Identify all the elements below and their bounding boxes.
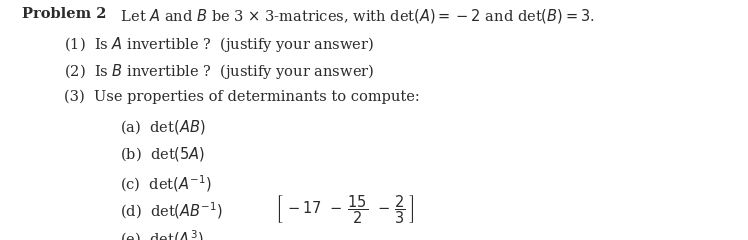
Text: (a)  det$(AB)$: (a) det$(AB)$ xyxy=(120,118,205,136)
Text: (3)  Use properties of determinants to compute:: (3) Use properties of determinants to co… xyxy=(64,90,420,104)
Text: Problem 2: Problem 2 xyxy=(22,7,107,21)
Text: (b)  det$(5A)$: (b) det$(5A)$ xyxy=(120,145,205,163)
Text: $\left[\,-17\;\,-\,\dfrac{15}{2}\;\,-\,\dfrac{2}{3}\,\right]$: $\left[\,-17\;\,-\,\dfrac{15}{2}\;\,-\,\… xyxy=(275,193,414,226)
Text: (e)  det$(A^3)$: (e) det$(A^3)$ xyxy=(120,228,203,240)
Text: (1)  Is $A$ invertible ?  (justify your answer): (1) Is $A$ invertible ? (justify your an… xyxy=(64,35,374,54)
Text: (c)  det$(A^{-1})$: (c) det$(A^{-1})$ xyxy=(120,173,211,193)
Text: (2)  Is $B$ invertible ?  (justify your answer): (2) Is $B$ invertible ? (justify your an… xyxy=(64,62,374,81)
Text: (d)  det$(AB^{-1})$: (d) det$(AB^{-1})$ xyxy=(120,200,222,221)
Text: Let $A$ and $B$ be 3 $\times$ 3-matrices, with det$(A) = -2$ and det$(B) = 3$.: Let $A$ and $B$ be 3 $\times$ 3-matrices… xyxy=(116,7,595,25)
